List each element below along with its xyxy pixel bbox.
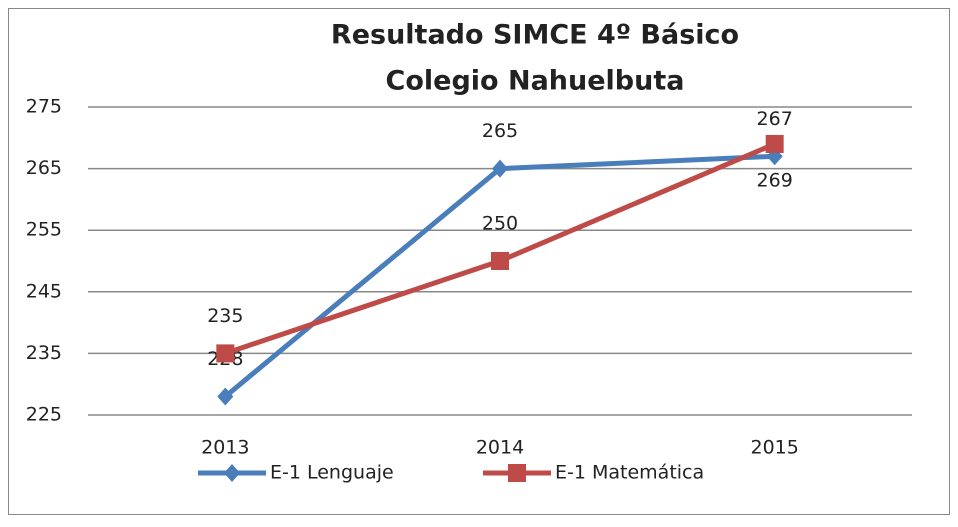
legend-label: E-1 Matemática — [555, 462, 704, 484]
legend-label: E-1 Lenguaje — [270, 462, 394, 484]
y-tick-label: 255 — [26, 219, 62, 241]
y-tick-label: 235 — [26, 342, 62, 364]
data-label: 235 — [207, 305, 243, 327]
marker — [217, 387, 234, 406]
marker — [224, 464, 240, 482]
x-tick-label: 2013 — [201, 437, 249, 459]
data-label: 250 — [482, 213, 518, 235]
y-tick-label: 225 — [26, 404, 62, 426]
y-tick-label: 245 — [26, 280, 62, 302]
y-tick-label: 265 — [26, 157, 62, 179]
marker — [765, 134, 784, 153]
x-tick-label: 2014 — [476, 437, 524, 459]
chart-title: Resultado SIMCE 4º Básico — [331, 20, 739, 51]
chart-border — [8, 8, 950, 515]
data-label: 267 — [757, 108, 793, 130]
chart-title: Colegio Nahuelbuta — [386, 66, 685, 97]
marker — [508, 464, 526, 482]
marker — [492, 159, 508, 178]
marker — [491, 252, 509, 270]
data-label: 269 — [757, 169, 793, 191]
y-tick-label: 275 — [26, 96, 62, 118]
data-label: 265 — [482, 120, 518, 142]
marker — [216, 344, 235, 363]
x-tick-label: 2015 — [750, 437, 798, 459]
